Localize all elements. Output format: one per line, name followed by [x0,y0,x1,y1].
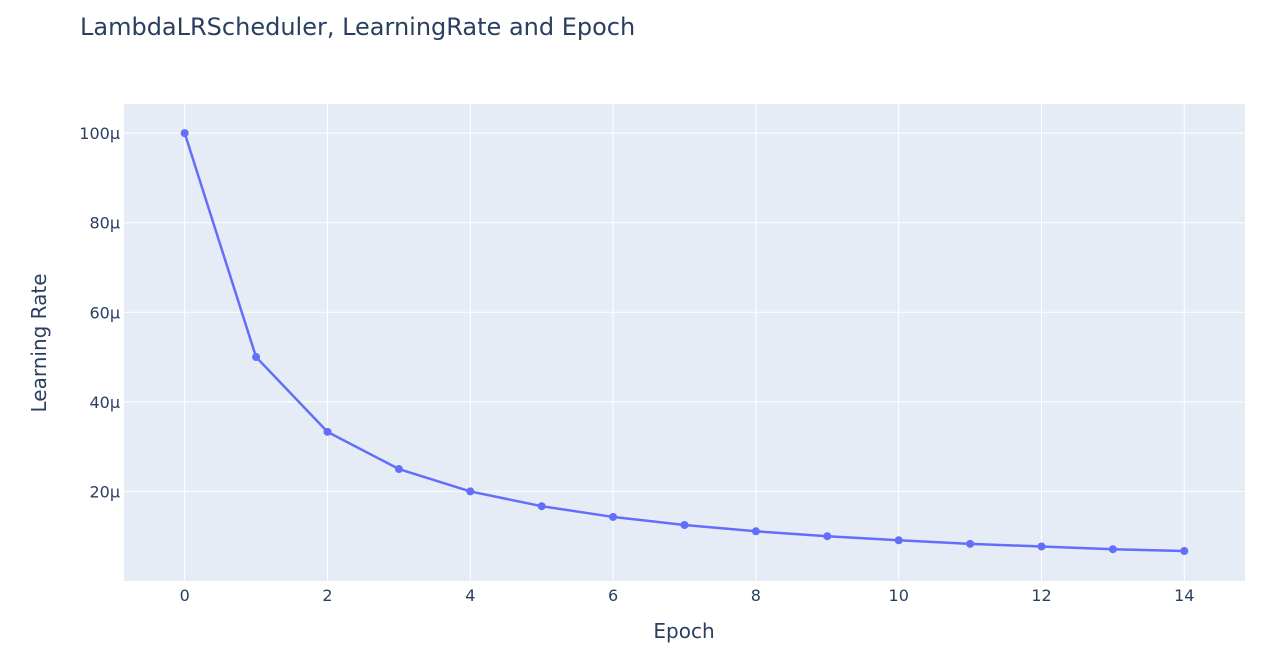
data-point[interactable] [252,353,261,362]
data-point[interactable] [537,502,546,511]
plot-background [124,104,1245,581]
y-tick-label: 20μ [89,482,120,501]
data-point[interactable] [894,536,903,545]
series-layer [180,129,1189,555]
data-point[interactable] [466,487,475,496]
y-tick-label: 40μ [89,393,120,412]
data-point[interactable] [323,427,332,436]
x-tick-label: 0 [180,586,190,605]
x-tick-label: 12 [1031,586,1051,605]
data-point[interactable] [751,527,760,536]
y-tick-label: 100μ [79,124,120,143]
data-point[interactable] [1108,545,1117,554]
x-tick-label: 6 [608,586,618,605]
data-point[interactable] [1180,546,1189,555]
data-point[interactable] [680,521,689,530]
data-point[interactable] [1037,542,1046,551]
data-point[interactable] [966,539,975,548]
data-point[interactable] [823,532,832,541]
x-axis-title: Epoch [653,619,714,643]
x-tick-label: 10 [889,586,909,605]
x-tick-label: 4 [465,586,475,605]
y-tick-label: 80μ [89,214,120,233]
data-point[interactable] [180,129,189,138]
x-tick-label: 2 [322,586,332,605]
data-point[interactable] [609,512,618,521]
data-point[interactable] [394,465,403,474]
chart-title: LambdaLRScheduler, LearningRate and Epoc… [80,13,635,41]
y-tick-label: 60μ [89,303,120,322]
tick-layer: 0 2 4 6 8 10 12 14 20μ 40μ 60μ 80μ 100μ [79,124,1194,605]
y-axis-title: Learning Rate [27,273,51,412]
grid-layer [124,104,1245,581]
x-tick-label: 8 [751,586,761,605]
x-tick-label: 14 [1174,586,1194,605]
